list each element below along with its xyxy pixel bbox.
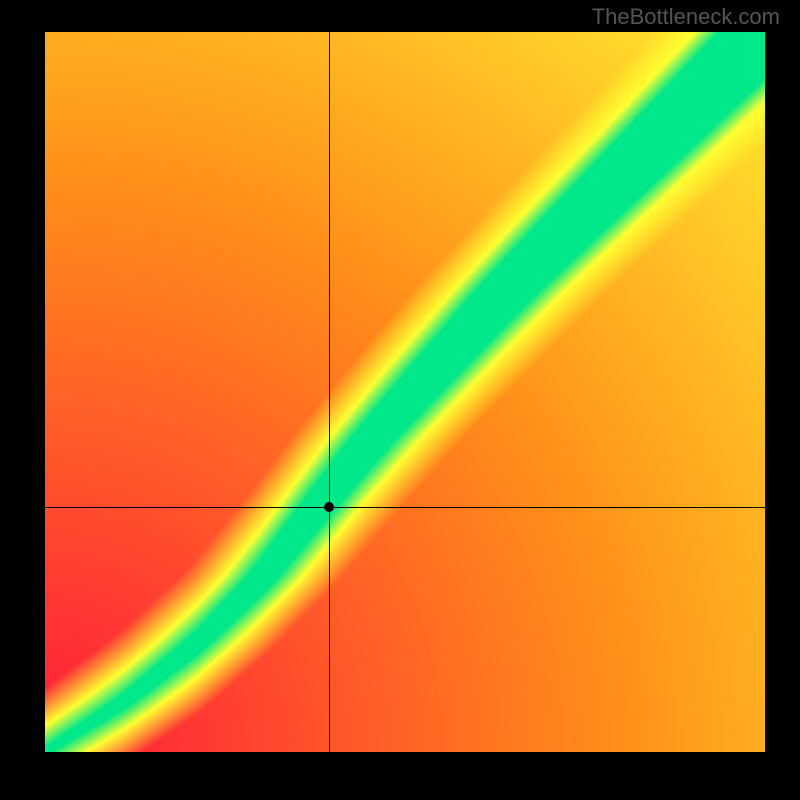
plot-area	[45, 32, 765, 752]
crosshair-horizontal	[45, 507, 765, 508]
data-point-marker	[324, 502, 334, 512]
watermark-text: TheBottleneck.com	[592, 4, 780, 30]
crosshair-vertical	[329, 32, 330, 752]
chart-container: TheBottleneck.com	[0, 0, 800, 800]
heatmap-canvas	[45, 32, 765, 752]
